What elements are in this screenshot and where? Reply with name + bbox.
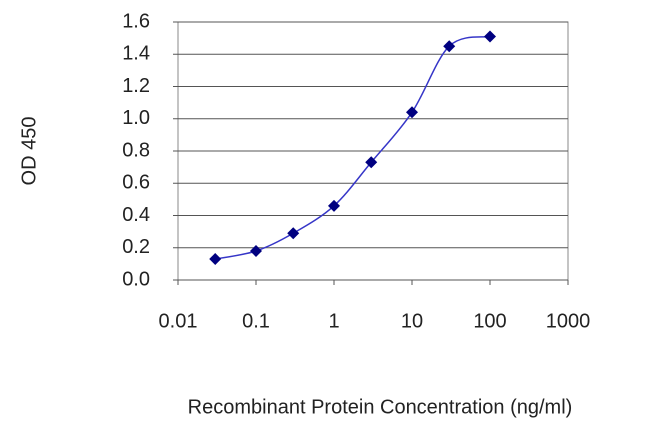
line [215, 35, 491, 260]
x-tick-label: 1 [328, 310, 339, 332]
y-tick-label: 0.8 [122, 139, 150, 161]
marker [250, 244, 262, 257]
marker [484, 30, 496, 43]
y-tick-label: 1.6 [122, 10, 150, 32]
marker [209, 253, 222, 266]
marker [287, 227, 300, 240]
x-tick-label: 10 [401, 310, 423, 332]
y-tick-label: 1.4 [122, 43, 150, 65]
x-axis-label: Recombinant Protein Concentration (ng/ml… [188, 396, 573, 418]
y-tick-label: 0.4 [122, 204, 150, 226]
x-tick-label: 1000 [546, 310, 591, 332]
marker [365, 156, 378, 169]
y-tick-label: 0.2 [122, 236, 150, 258]
marker [406, 106, 418, 119]
marker [328, 199, 340, 212]
y-tick-label: 0.6 [122, 172, 150, 194]
y-tick-label: 0.0 [122, 268, 150, 290]
y-axis-label: OD 450 [18, 117, 40, 186]
y-tick-label: 1.0 [122, 107, 150, 129]
x-tick-label: 100 [473, 310, 506, 332]
marker [443, 40, 456, 53]
x-tick-label: 0.01 [159, 310, 198, 332]
y-tick-label: 1.2 [122, 75, 150, 97]
x-tick-label: 0.1 [242, 310, 270, 332]
